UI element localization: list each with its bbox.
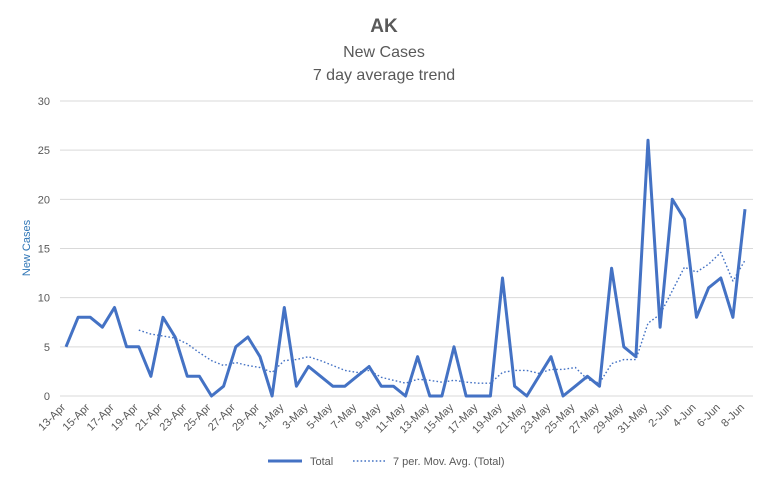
y-tick-label: 20 [38, 194, 50, 206]
legend-label-2: 7 per. Mov. Avg. (Total) [393, 456, 504, 468]
series-line-2 [138, 251, 746, 384]
gridlines [60, 100, 753, 397]
series-line-1 [64, 138, 747, 398]
y-axis-label: New Cases [21, 219, 33, 276]
x-axis-ticks: 13-Apr15-Apr17-Apr19-Apr21-Apr23-Apr25-A… [36, 401, 747, 436]
x-tick-label: 29-Apr [230, 401, 262, 433]
y-tick-label: 30 [38, 96, 50, 108]
chart-title: AK [370, 16, 398, 37]
y-tick-label: 15 [38, 244, 50, 256]
series-lines [64, 138, 747, 398]
x-tick-label: 2-Jun [646, 402, 674, 430]
y-tick-label: 5 [44, 342, 50, 354]
legend-label-1: Total [310, 456, 333, 468]
x-tick-label: 7-May [329, 401, 359, 431]
chart-subtitle-line-1: New Cases [343, 44, 425, 61]
y-axis-ticks: 0 5 10 15 20 25 30 [38, 96, 50, 403]
x-tick-label: 5-May [305, 401, 335, 431]
legend: Total 7 per. Mov. Avg. (Total) [268, 456, 504, 468]
y-tick-label: 10 [38, 293, 50, 305]
x-tick-label: 4-Jun [671, 402, 699, 430]
x-tick-label: 3-May [281, 401, 311, 431]
x-tick-label: 1-May [256, 401, 286, 431]
x-tick-label: 8-Jun [719, 402, 747, 430]
y-tick-label: 0 [44, 391, 50, 403]
x-tick-label: 6-Jun [695, 402, 723, 430]
y-tick-label: 25 [38, 145, 50, 157]
chart-subtitle-line-2: 7 day average trend [313, 67, 455, 84]
